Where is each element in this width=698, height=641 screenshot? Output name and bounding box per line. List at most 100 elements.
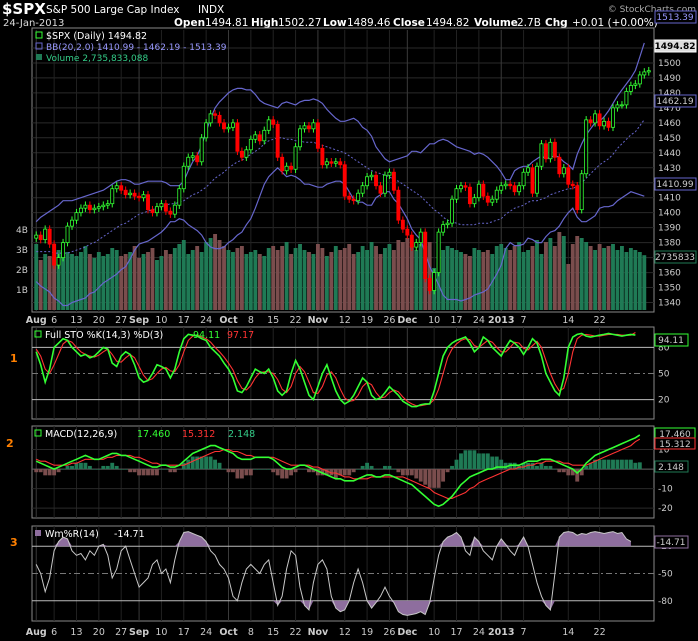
macd-histogram-bar (620, 459, 624, 470)
volume-bar (324, 256, 329, 310)
volume-bar (114, 250, 119, 310)
x-tick-label: Dec (397, 627, 417, 638)
price-legend-swatch (35, 31, 43, 39)
volume-bar (378, 254, 383, 310)
x-tick-label: Nov (308, 627, 329, 638)
volume-bar (217, 240, 222, 310)
macd-histogram-bar (485, 453, 490, 470)
macd-histogram-bar (141, 469, 146, 476)
macd-histogram-bar (289, 469, 294, 476)
macd-histogram-bar (311, 469, 316, 473)
volume-bar (642, 255, 647, 310)
candle-body (320, 147, 325, 166)
candle-body (633, 83, 638, 86)
volume-bar (289, 254, 294, 310)
volume-bar (476, 250, 481, 310)
volume-bar (570, 244, 575, 310)
volume-tick-label: 1B (16, 286, 28, 296)
macd-histogram-bar (172, 469, 177, 473)
volume-label: Volume (474, 17, 518, 29)
candle-body (114, 185, 119, 190)
price-tick-label: 1380 (658, 239, 681, 249)
candle-body (463, 185, 468, 188)
candle-body (65, 225, 70, 244)
volume-bar (284, 242, 289, 310)
volume-tick-label: 3B (16, 246, 28, 256)
wr-oversold-fill (36, 600, 631, 616)
macd-histogram-bar (588, 462, 593, 470)
volume-bar (231, 252, 235, 310)
x-tick-label: 13 (70, 315, 82, 326)
bb-lower-line (35, 166, 645, 307)
x-tick-label: 12 (339, 315, 351, 326)
volume-bar (602, 248, 606, 310)
macd-histogram-bar (526, 462, 530, 470)
macd-histogram-bar (503, 462, 508, 470)
candle-body (96, 206, 101, 209)
volume-bar (195, 246, 200, 310)
macd-histogram-bar (280, 469, 285, 479)
macd-tick-label: 10 (658, 446, 670, 456)
macd-histogram-bar (110, 462, 115, 470)
candle-body (302, 125, 307, 130)
macd-histogram-bar (383, 465, 387, 470)
volume-bar (280, 246, 285, 310)
macd-histogram-bar (467, 450, 472, 470)
macd-histogram-bar (436, 469, 441, 488)
candle-body (584, 119, 589, 175)
macd-histogram-bar (159, 469, 164, 470)
macd-histogram-bar (490, 456, 495, 470)
x-tick-label: 20 (93, 315, 105, 326)
volume-tick-label: 4B (16, 226, 28, 236)
macd-histogram-bar (414, 469, 419, 479)
macd-histogram-bar (222, 469, 226, 470)
candle-body (602, 120, 607, 127)
x-tick-label: 19 (361, 627, 373, 638)
macd-histogram-bar (284, 469, 289, 479)
macd-histogram-bar (539, 462, 544, 470)
macd-histogram-bar (38, 469, 43, 473)
candle-body (195, 155, 200, 163)
sto-legend-swatch (34, 330, 42, 338)
macd-histogram-bar (602, 459, 606, 470)
wr-legend-name: Wm%R(14) (45, 529, 99, 540)
candle-body (92, 207, 97, 211)
x-tick-label: 10 (155, 315, 167, 326)
candle-body (266, 119, 271, 131)
x-tick-label: 17 (450, 627, 462, 638)
volume-bar (56, 250, 61, 310)
sto-legend-name: Full STO %K(14,3) %D(3) (45, 330, 163, 341)
value-tag-close: 1494.82 (654, 39, 697, 53)
volume-bar (441, 250, 446, 310)
macd-histogram-bar (445, 469, 450, 473)
macd-histogram-bar (521, 462, 526, 470)
candle-body (146, 194, 150, 211)
macd-histogram-bar (351, 469, 356, 473)
macd-histogram-bar (96, 469, 101, 470)
volume-tick-label: 2B (16, 266, 28, 276)
macd-histogram-bar (418, 469, 423, 482)
candle-body (47, 228, 52, 245)
x-tick-label: 6 (51, 627, 57, 638)
value-tag-sto-k: 94.11 (654, 333, 689, 347)
sto-k-line (35, 332, 636, 408)
x-tick-label: 19 (361, 315, 373, 326)
volume-bar (459, 252, 463, 310)
volume-bar (405, 238, 410, 310)
x-tick-label: 22 (290, 627, 302, 638)
candle-body (427, 278, 432, 291)
candle-body (450, 198, 455, 224)
volume-bar (535, 240, 539, 310)
volume-bar (311, 254, 316, 310)
volume-bar (575, 236, 580, 310)
macd-histogram-bar (298, 469, 302, 470)
candle-body (163, 203, 168, 212)
macd-histogram-bar (432, 469, 437, 488)
candle-body (606, 120, 611, 128)
volume-bar (351, 254, 356, 310)
watermark: © StockCharts.com (608, 5, 696, 15)
candle-body (391, 171, 396, 191)
macd-histogram-bar (633, 462, 638, 470)
macd-tick-label: -10 (658, 485, 673, 495)
